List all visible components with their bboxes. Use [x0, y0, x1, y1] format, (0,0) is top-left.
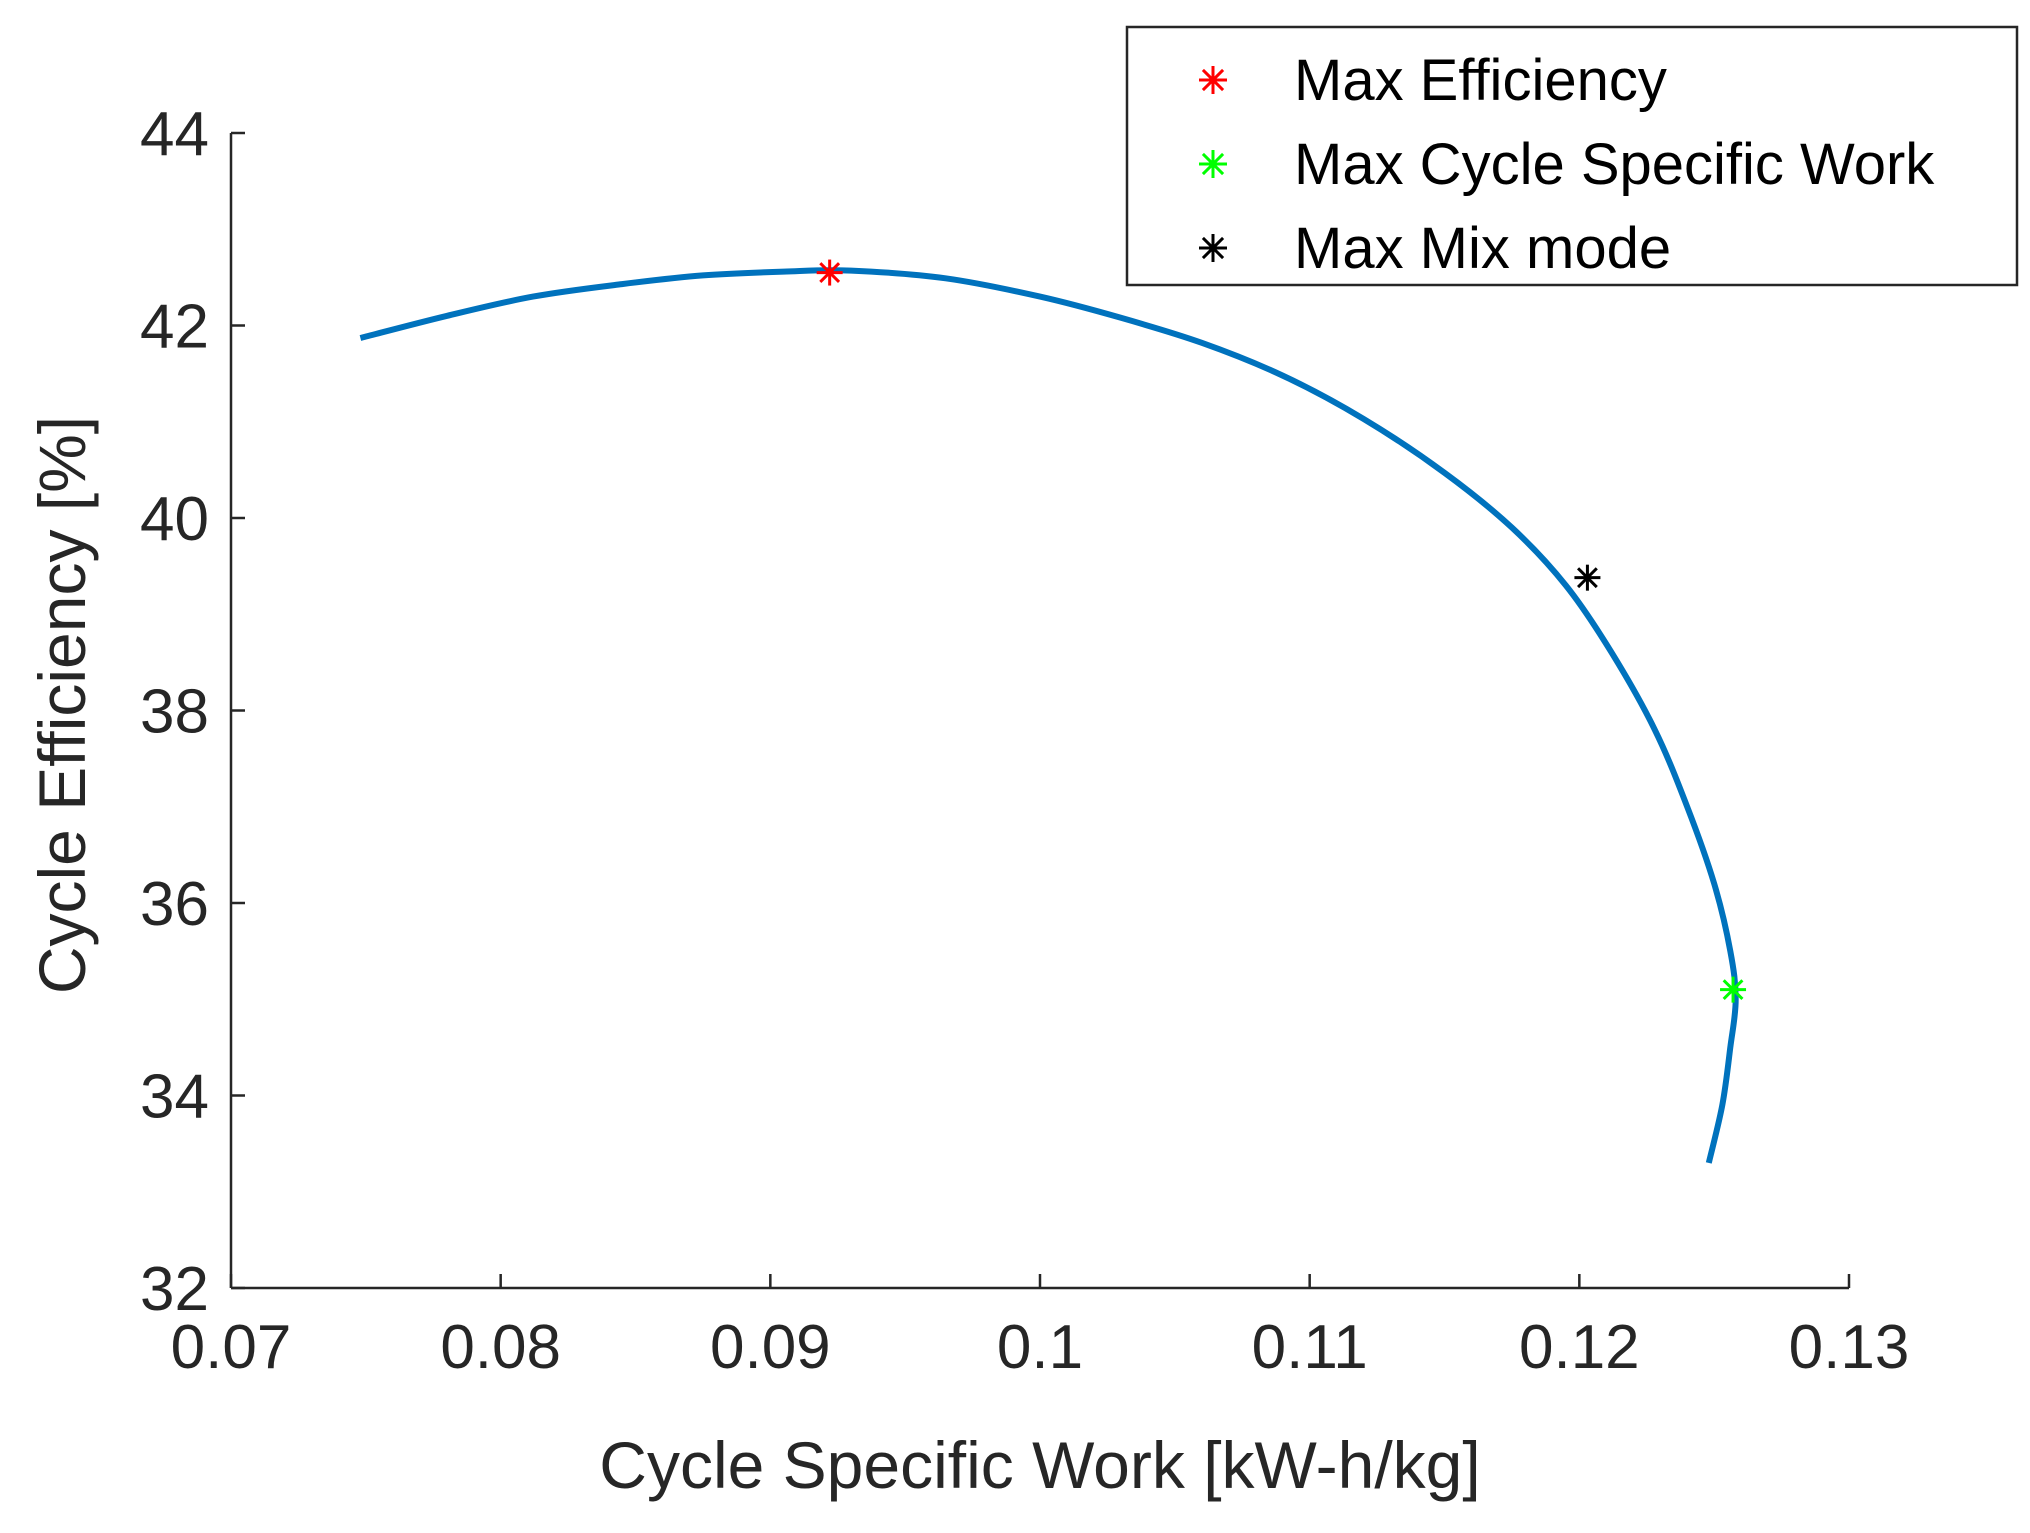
y-tick-label: 34: [140, 1063, 209, 1132]
legend-marker: [1199, 234, 1227, 262]
legend-entry: Max Cycle Specific Work: [1294, 132, 1935, 197]
marker-layer: [816, 259, 1747, 1003]
series-line: [359, 267, 1739, 1164]
y-tick-label: 32: [140, 1255, 209, 1324]
legend-marker: [1199, 66, 1227, 94]
y-tick-label: 40: [140, 485, 209, 554]
y-tick-label: 42: [140, 293, 209, 362]
x-tick-label: 0.13: [1789, 1313, 1910, 1382]
legend-box: [1125, 25, 2019, 287]
axes-layer: 0.07 0.08 0.09 0.1 0.11 0.12 0.13 32 34 36 38 40 42 4…: [140, 100, 1909, 1382]
x-tick-label: 0.08: [440, 1313, 561, 1382]
marker-max-mix-mode: [1574, 564, 1601, 591]
legend-marker: [1199, 150, 1227, 178]
marker-max-efficiency: [816, 259, 843, 286]
legend: Max Efficiency Max Cycle Specific Work Max…: [1125, 25, 2019, 287]
x-tick-label: 0.09: [710, 1313, 831, 1382]
y-tick-label: 38: [140, 678, 209, 747]
legend-entry: Max Mix mode: [1294, 216, 1671, 281]
y-axis-label: Cycle Efficiency [%]: [25, 416, 99, 994]
x-tick-label: 0.12: [1519, 1313, 1640, 1382]
x-tick-label: 0.07: [171, 1313, 292, 1382]
y-tick-label: 44: [140, 100, 209, 169]
legend-entry: Max Efficiency: [1294, 48, 1667, 113]
series-layer: [359, 267, 1739, 1164]
marker-max-cycle-specific-work: [1720, 976, 1747, 1003]
x-axis-label: Cycle Specific Work [kW-h/kg]: [599, 1428, 1480, 1502]
x-tick-label: 0.1: [997, 1313, 1083, 1382]
y-tick-label: 36: [140, 870, 209, 939]
x-tick-label: 0.11: [1252, 1313, 1368, 1382]
